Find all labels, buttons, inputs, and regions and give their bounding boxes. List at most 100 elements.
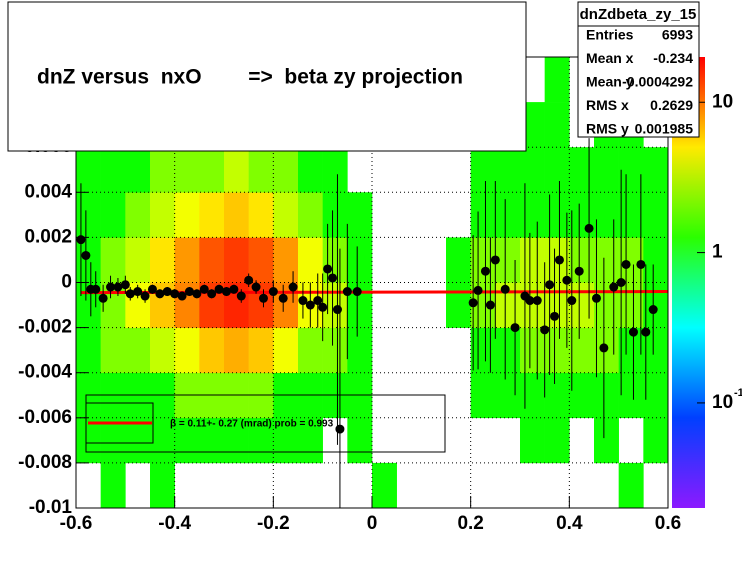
heat-cell [520, 372, 545, 419]
heat-cell [618, 147, 644, 193]
profile-point [244, 275, 254, 285]
heat-cell [470, 147, 496, 193]
profile-point [636, 259, 646, 269]
profile-point [192, 289, 202, 299]
heat-cell [520, 327, 545, 373]
profile-point [278, 293, 288, 303]
heat-cell [618, 462, 644, 509]
heat-cell [76, 147, 101, 193]
heat-cell [569, 147, 595, 193]
heat-cell [248, 192, 274, 238]
heat-cell [372, 462, 397, 509]
heat-cell [248, 417, 274, 464]
heat-cell [569, 327, 595, 373]
heat-cell [594, 372, 619, 419]
heat-cell [174, 192, 200, 238]
stats-box: dnZdbeta_zy_15 Entries 6993 Mean x -0.234 Me… [577, 1, 700, 138]
heat-cell [224, 147, 249, 193]
heat-cell [594, 147, 619, 193]
heat-cell [273, 327, 299, 373]
heat-cell [520, 192, 545, 238]
profile-point [550, 311, 560, 321]
profile-point [207, 289, 217, 299]
profile-point [91, 284, 101, 294]
profile-point [229, 284, 239, 294]
heat-cell [174, 147, 200, 193]
profile-point [584, 223, 594, 233]
heat-cell [150, 237, 175, 283]
heat-cell [224, 192, 249, 238]
profile-point [106, 282, 116, 292]
heat-cell [569, 282, 595, 328]
stats-value: 0.2629 [650, 97, 693, 113]
heat-cell [322, 327, 348, 373]
profile-point [328, 273, 338, 283]
y-tick-label: 0 [61, 272, 72, 293]
x-tick-label: 0.4 [556, 513, 583, 534]
heat-cell [470, 327, 496, 373]
profile-point [554, 255, 564, 265]
profile-point [162, 287, 172, 297]
y-tick-label: -0.006 [18, 407, 72, 428]
heat-cell [273, 237, 299, 283]
heat-cell [520, 237, 545, 283]
profile-point [98, 293, 108, 303]
heat-cell [150, 192, 175, 238]
heat-cell [76, 192, 101, 238]
heat-cell [150, 417, 175, 464]
profile-point [298, 296, 308, 306]
heat-cell [100, 417, 126, 464]
heat-cell [569, 237, 595, 283]
heat-cell [100, 147, 126, 193]
heat-cell [347, 237, 373, 283]
heat-cell [618, 237, 644, 283]
heat-cell [322, 192, 348, 238]
heat-cell [76, 327, 101, 373]
profile-point [199, 284, 209, 294]
heat-cell [273, 417, 299, 464]
profile-point [155, 289, 165, 299]
title-box: dnZ versus nxO => beta zy projection [7, 1, 527, 152]
stats-value: -0.0004292 [622, 74, 693, 90]
heat-cell [322, 147, 348, 193]
heat-cell [150, 462, 175, 509]
heat-cell [174, 237, 200, 283]
heat-cell [298, 327, 323, 373]
heat-cell [544, 417, 570, 464]
stats-frame [577, 1, 700, 138]
profile-point [332, 305, 342, 315]
heat-cell [100, 462, 126, 509]
heat-cell [150, 147, 175, 193]
heat-cell [298, 237, 323, 283]
heat-cell [199, 327, 225, 373]
heat-cell [544, 57, 570, 103]
profile [76, 138, 658, 508]
profile-point [525, 296, 535, 306]
heat-cell [618, 372, 644, 419]
heat-cell [544, 372, 570, 419]
heat-cell [150, 327, 175, 373]
profile-point [567, 296, 577, 306]
heat-cell [224, 417, 249, 464]
heat-cell [199, 147, 225, 193]
stats-label: Entries [586, 27, 634, 43]
y-tick-label: 0.002 [24, 226, 72, 247]
heat-cell [618, 192, 644, 238]
profile-point [258, 293, 268, 303]
heat-cell [298, 417, 323, 464]
chart-title: dnZ versus nxO => beta zy projection [37, 66, 463, 89]
heat-cell [594, 192, 619, 238]
profile-point [76, 235, 86, 245]
stats-value: -0.234 [653, 50, 693, 66]
profile-point [318, 302, 328, 312]
profile-point [591, 293, 601, 303]
profile-point [221, 287, 231, 297]
heat-cell [520, 147, 545, 193]
heat-cell [544, 327, 570, 373]
profile-point [616, 278, 626, 287]
heat-cell [470, 192, 496, 238]
profile-point [468, 298, 478, 308]
heat-cell [643, 147, 669, 193]
legend-box: β = 0.11+- 0.27 (mrad) prob = 0.993 [85, 394, 446, 453]
profile-point [305, 300, 315, 310]
